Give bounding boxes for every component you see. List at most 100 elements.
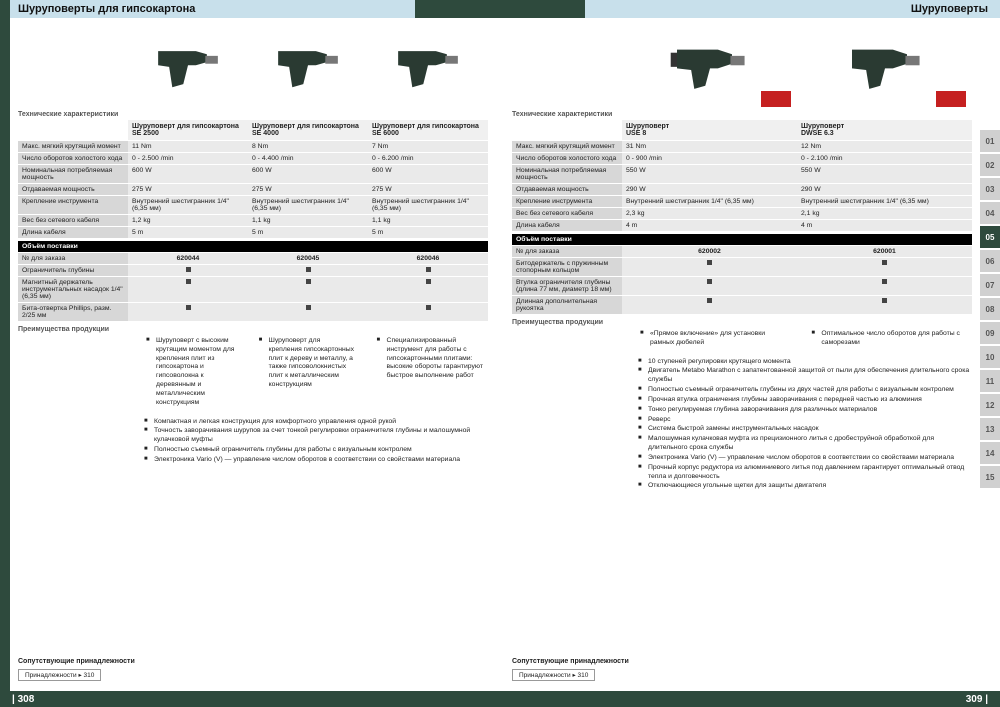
side-tab[interactable]: 05 — [980, 226, 1000, 248]
order-label: № для заказа — [512, 246, 622, 258]
scope-marker — [368, 265, 488, 277]
spec-value: 0 - 6.200 /min — [368, 153, 488, 165]
spec-label: Крепление инструмента — [512, 196, 622, 208]
spec-label: Крепление инструмента — [18, 196, 128, 215]
side-tab[interactable]: 07 — [980, 274, 1000, 296]
spec-value: 0 - 2.100 /min — [797, 153, 972, 165]
spec-value: 550 W — [797, 165, 972, 184]
bullet-item: Точность заворачивания шурупов за счет т… — [144, 427, 488, 445]
product-header: Шуруповерт для гипсокартонаSE 2500 — [128, 120, 248, 141]
spec-value: 12 Nm — [797, 141, 972, 153]
side-tab[interactable]: 12 — [980, 394, 1000, 416]
spec-table: ШуруповертUSE 8ШуруповертDWSE 6.3Макс. м… — [512, 120, 972, 232]
side-tab[interactable]: 10 — [980, 346, 1000, 368]
product-header: Шуруповерт для гипсокартонаSE 6000 — [368, 120, 488, 141]
scope-marker — [128, 265, 248, 277]
bullet-item: Прочная втулка ограничения глубины завор… — [638, 396, 972, 405]
see-also-block: Сопутствующие принадлежности Принадлежно… — [18, 658, 135, 681]
scope-table: Объём поставки№ для заказа620002620001Би… — [512, 234, 972, 315]
spec-value: 5 m — [248, 227, 368, 239]
scope-marker — [248, 265, 368, 277]
spec-value: 290 W — [797, 184, 972, 196]
bullet-item: Электроника Vario (V) — управление число… — [144, 456, 488, 465]
bullet-item: Малошумная кулачковая муфта из прецизион… — [638, 435, 972, 453]
bullet-item: Полностью съемный ограничитель глубины и… — [638, 386, 972, 395]
order-label: № для заказа — [18, 253, 128, 265]
spec-label: Число оборотов холостого хода — [512, 153, 622, 165]
section-heading: Технические характеристики — [512, 111, 972, 118]
bullet-item: 10 ступеней регулировки крутящего момент… — [638, 358, 972, 367]
bullet-item: Система быстрой замены инструментальных … — [638, 425, 972, 434]
side-tab[interactable]: 09 — [980, 322, 1000, 344]
spec-value: 4 m — [622, 220, 797, 232]
see-also-link[interactable]: Принадлежности ▸ 310 — [18, 669, 101, 681]
spec-value: 8 Nm — [248, 141, 368, 153]
spec-value: 2,3 kg — [622, 208, 797, 220]
order-number: 620046 — [368, 253, 488, 265]
order-number: 620045 — [248, 253, 368, 265]
side-tab[interactable]: 02 — [980, 154, 1000, 176]
advantage-cell: Специализированный инструмент для работы… — [359, 335, 488, 411]
model-badge — [936, 91, 966, 107]
page-header: Шуруповерты для гипсокартона — [0, 0, 500, 18]
scope-table: Объём поставки№ для заказа62004462004562… — [18, 241, 488, 322]
drill-icon — [268, 37, 348, 92]
spec-value: 600 W — [248, 165, 368, 184]
side-tab[interactable]: 15 — [980, 466, 1000, 488]
section-heading: Преимущества продукции — [18, 326, 488, 333]
scope-marker — [368, 277, 488, 303]
page-footer: 309 | — [500, 691, 1000, 707]
spec-value: Внутренний шестигранник 1/4" (6,35 мм) — [128, 196, 248, 215]
spec-value: 600 W — [368, 165, 488, 184]
scope-item: Втулка ограничителя глубины (длина 77 мм… — [512, 277, 622, 296]
spec-value: Внутренний шестигранник 1/4" (6,35 мм) — [368, 196, 488, 215]
scope-marker — [128, 303, 248, 322]
page-edge-stripe — [0, 0, 10, 707]
see-also-heading: Сопутствующие принадлежности — [512, 658, 629, 665]
side-tab[interactable]: 01 — [980, 130, 1000, 152]
spec-label: Вес без сетевого кабеля — [512, 208, 622, 220]
product-image-row — [512, 22, 972, 107]
side-tab[interactable]: 04 — [980, 202, 1000, 224]
advantages-table: Шуруповерт с высоким крутящим моментом д… — [18, 335, 488, 412]
page-number: 309 | — [966, 694, 988, 705]
scope-item: Ограничитель глубины — [18, 265, 128, 277]
spec-label: Длина кабеля — [512, 220, 622, 232]
spec-value: 5 m — [128, 227, 248, 239]
spec-table: Шуруповерт для гипсокартонаSE 2500 Шурупо… — [18, 120, 488, 239]
side-tab[interactable]: 13 — [980, 418, 1000, 440]
side-tab[interactable]: 06 — [980, 250, 1000, 272]
bullet-item: Электроника Vario (V) — управление число… — [638, 454, 972, 463]
scope-marker — [622, 296, 797, 315]
see-also-link[interactable]: Принадлежности ▸ 310 — [512, 669, 595, 681]
spec-value: 2,1 kg — [797, 208, 972, 220]
scope-marker — [248, 303, 368, 322]
drill-icon — [670, 37, 750, 92]
spec-value: 4 m — [797, 220, 972, 232]
spec-label: Отдаваемая мощность — [18, 184, 128, 196]
shared-bullets: Компактная и легкая конструкция для комф… — [130, 418, 488, 465]
side-tab[interactable]: 03 — [980, 178, 1000, 200]
scope-item: Магнитный держатель инструментальных нас… — [18, 277, 128, 303]
bullet-item: Полностью съемный ограничитель глубины д… — [144, 446, 488, 455]
scope-marker — [622, 258, 797, 277]
side-tab[interactable]: 11 — [980, 370, 1000, 392]
side-tabs: 010203040506070809101112131415 — [980, 130, 1000, 490]
bullet-item: Прочный корпус редуктора из алюминиевого… — [638, 464, 972, 482]
see-also-block: Сопутствующие принадлежности Принадлежно… — [512, 658, 629, 681]
spec-value: Внутренний шестигранник 1/4" (6,35 мм) — [622, 196, 797, 208]
bullet-item: Отключающиеся угольные щетки для защиты … — [638, 482, 972, 491]
scope-marker — [797, 258, 972, 277]
side-tab[interactable]: 08 — [980, 298, 1000, 320]
spec-label: Вес без сетевого кабеля — [18, 215, 128, 227]
spec-value: 0 - 4.400 /min — [248, 153, 368, 165]
spec-label: Число оборотов холостого хода — [18, 153, 128, 165]
scope-marker — [248, 277, 368, 303]
spec-value: 7 Nm — [368, 141, 488, 153]
spec-value: 1,1 kg — [248, 215, 368, 227]
model-badge — [761, 91, 791, 107]
side-tab[interactable]: 14 — [980, 442, 1000, 464]
spec-value: Внутренний шестигранник 1/4" (6,35 мм) — [797, 196, 972, 208]
product-header: ШуруповертDWSE 6.3 — [797, 120, 972, 141]
scope-item: Длинная дополнительная рукоятка — [512, 296, 622, 315]
